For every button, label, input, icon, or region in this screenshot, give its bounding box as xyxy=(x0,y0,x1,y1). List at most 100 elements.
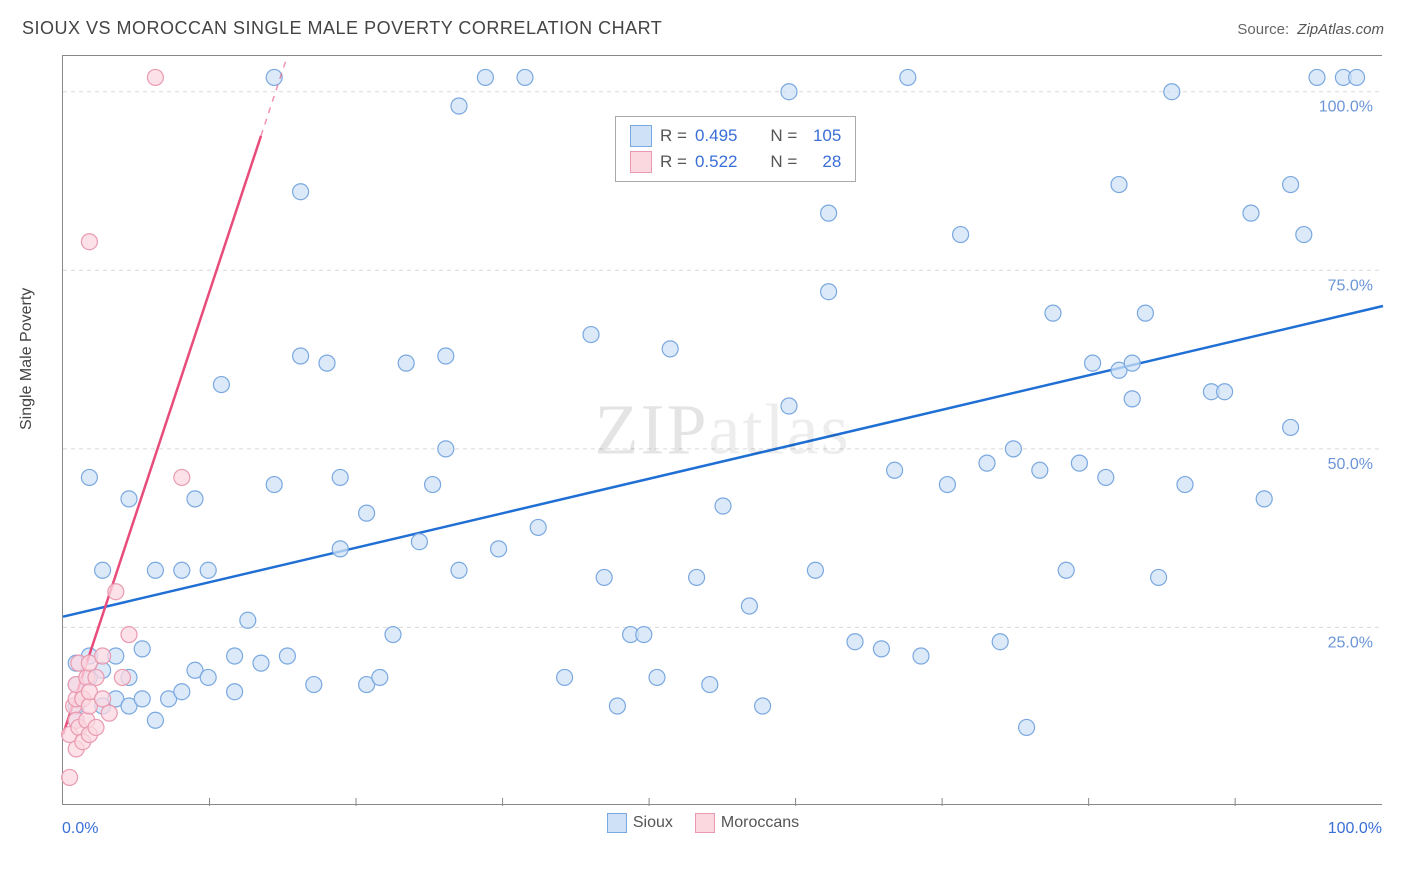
y-tick-label: 100.0% xyxy=(1319,99,1373,116)
scatter-point xyxy=(979,455,995,471)
chart-title: SIOUX VS MOROCCAN SINGLE MALE POVERTY CO… xyxy=(22,18,662,39)
scatter-point xyxy=(359,505,375,521)
scatter-point xyxy=(517,69,533,85)
y-tick-label: 50.0% xyxy=(1328,456,1373,473)
legend-label: Moroccans xyxy=(721,814,799,831)
scatter-point xyxy=(227,648,243,664)
scatter-point xyxy=(451,562,467,578)
scatter-point xyxy=(121,491,137,507)
scatter-point xyxy=(1019,719,1035,735)
scatter-point xyxy=(1111,177,1127,193)
scatter-point xyxy=(1151,569,1167,585)
stat-n-label: N = xyxy=(770,123,797,149)
header: SIOUX VS MOROCCAN SINGLE MALE POVERTY CO… xyxy=(22,18,1384,39)
scatter-point xyxy=(147,562,163,578)
scatter-point xyxy=(213,377,229,393)
scatter-point xyxy=(1243,205,1259,221)
stat-r-value: 0.522 xyxy=(695,149,745,175)
scatter-point xyxy=(451,98,467,114)
stat-n-value: 105 xyxy=(805,123,841,149)
legend-swatch xyxy=(607,813,627,833)
scatter-point xyxy=(702,677,718,693)
y-axis-label: Single Male Poverty xyxy=(18,288,36,430)
scatter-point xyxy=(174,469,190,485)
scatter-point xyxy=(1283,419,1299,435)
scatter-point xyxy=(953,227,969,243)
scatter-point xyxy=(1217,384,1233,400)
scatter-point xyxy=(992,634,1008,650)
scatter-point xyxy=(134,641,150,657)
scatter-point xyxy=(372,669,388,685)
y-tick-label: 75.0% xyxy=(1328,277,1373,294)
scatter-point xyxy=(491,541,507,557)
scatter-point xyxy=(411,534,427,550)
scatter-point xyxy=(755,698,771,714)
scatter-point xyxy=(1256,491,1272,507)
scatter-point xyxy=(662,341,678,357)
scatter-point xyxy=(147,69,163,85)
scatter-point xyxy=(88,669,104,685)
scatter-point xyxy=(62,769,78,785)
scatter-point xyxy=(187,491,203,507)
scatter-point xyxy=(1098,469,1114,485)
legend-item: Sioux xyxy=(607,813,673,833)
scatter-point xyxy=(1349,69,1365,85)
scatter-point xyxy=(174,562,190,578)
scatter-point xyxy=(425,477,441,493)
x-tick-label: 100.0% xyxy=(1328,820,1382,838)
scatter-point xyxy=(1177,477,1193,493)
scatter-point xyxy=(266,477,282,493)
scatter-point xyxy=(636,627,652,643)
chart-container: SIOUX VS MOROCCAN SINGLE MALE POVERTY CO… xyxy=(0,0,1406,892)
scatter-point xyxy=(81,469,97,485)
scatter-point xyxy=(227,684,243,700)
scatter-point xyxy=(108,584,124,600)
scatter-point xyxy=(332,541,348,557)
scatter-point xyxy=(1045,305,1061,321)
scatter-point xyxy=(279,648,295,664)
scatter-point xyxy=(95,648,111,664)
scatter-point xyxy=(240,612,256,628)
scatter-point xyxy=(781,84,797,100)
scatter-point xyxy=(873,641,889,657)
scatter-point xyxy=(95,562,111,578)
scatter-point xyxy=(477,69,493,85)
scatter-point xyxy=(1005,441,1021,457)
stat-n-value: 28 xyxy=(805,149,841,175)
stat-r-value: 0.495 xyxy=(695,123,745,149)
stat-r-label: R = xyxy=(660,123,687,149)
y-tick-label: 25.0% xyxy=(1328,634,1373,651)
scatter-point xyxy=(530,519,546,535)
scatter-point xyxy=(741,598,757,614)
scatter-point xyxy=(174,684,190,700)
scatter-point xyxy=(913,648,929,664)
scatter-point xyxy=(101,705,117,721)
scatter-point xyxy=(1164,84,1180,100)
stat-r-label: R = xyxy=(660,149,687,175)
scatter-point xyxy=(1283,177,1299,193)
scatter-point xyxy=(293,184,309,200)
scatter-point xyxy=(887,462,903,478)
series-swatch xyxy=(630,125,652,147)
scatter-point xyxy=(583,327,599,343)
scatter-point xyxy=(1296,227,1312,243)
legend-bottom: Sioux Moroccans xyxy=(0,813,1406,833)
scatter-point xyxy=(1309,69,1325,85)
scatter-point xyxy=(147,712,163,728)
scatter-point xyxy=(715,498,731,514)
scatter-point xyxy=(438,348,454,364)
scatter-point xyxy=(557,669,573,685)
stats-legend-box: R = 0.495 N = 105R = 0.522 N = 28 xyxy=(615,116,856,182)
stats-row: R = 0.495 N = 105 xyxy=(630,123,841,149)
source-attribution: Source: ZipAtlas.com xyxy=(1237,21,1384,38)
scatter-point xyxy=(134,691,150,707)
scatter-point xyxy=(649,669,665,685)
scatter-point xyxy=(1058,562,1074,578)
scatter-point xyxy=(939,477,955,493)
scatter-point xyxy=(689,569,705,585)
scatter-point xyxy=(121,627,137,643)
scatter-point xyxy=(438,441,454,457)
scatter-point xyxy=(1124,355,1140,371)
scatter-point xyxy=(900,69,916,85)
scatter-point xyxy=(306,677,322,693)
